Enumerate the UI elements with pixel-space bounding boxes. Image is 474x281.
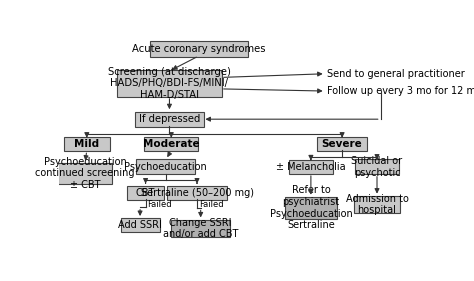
Text: Screening (at discharge)
HADS/PHQ/BDI-FS/MINI/
HAM-D/STAI: Screening (at discharge) HADS/PHQ/BDI-FS… bbox=[108, 67, 231, 100]
FancyBboxPatch shape bbox=[285, 197, 337, 219]
Text: If depressed: If depressed bbox=[139, 114, 200, 124]
FancyBboxPatch shape bbox=[120, 218, 160, 232]
Text: Send to general practitioner: Send to general practitioner bbox=[328, 69, 465, 79]
Text: Moderate: Moderate bbox=[143, 139, 200, 149]
Text: Refer to
psychiatrist
Psychoeducation
Sertraline: Refer to psychiatrist Psychoeducation Se… bbox=[270, 185, 352, 230]
Text: Follow up every 3 mo for 12 mo: Follow up every 3 mo for 12 mo bbox=[328, 86, 474, 96]
Text: Failed: Failed bbox=[147, 200, 172, 209]
FancyBboxPatch shape bbox=[355, 159, 399, 175]
FancyBboxPatch shape bbox=[289, 160, 333, 174]
FancyBboxPatch shape bbox=[145, 137, 198, 151]
Text: CBT: CBT bbox=[136, 188, 155, 198]
Text: Sertraline (50–200 mg): Sertraline (50–200 mg) bbox=[140, 188, 254, 198]
FancyBboxPatch shape bbox=[167, 186, 227, 200]
FancyBboxPatch shape bbox=[117, 71, 222, 97]
Text: Add SSRI: Add SSRI bbox=[118, 220, 162, 230]
Text: Psychoeducation
continued screening
± CBT: Psychoeducation continued screening ± CB… bbox=[35, 157, 135, 190]
FancyBboxPatch shape bbox=[58, 163, 112, 184]
FancyBboxPatch shape bbox=[317, 137, 367, 151]
Text: Change SSRI
and/or add CBT: Change SSRI and/or add CBT bbox=[163, 218, 238, 239]
Text: Failed: Failed bbox=[199, 200, 223, 209]
FancyBboxPatch shape bbox=[135, 112, 204, 127]
Text: Acute coronary syndromes: Acute coronary syndromes bbox=[132, 44, 265, 54]
Text: Psychoeducation: Psychoeducation bbox=[124, 162, 207, 172]
Text: Suicidal or
psychotic: Suicidal or psychotic bbox=[351, 156, 402, 178]
Text: Admission to
hospital: Admission to hospital bbox=[346, 194, 409, 216]
FancyBboxPatch shape bbox=[171, 220, 230, 237]
Text: ± Melancholia: ± Melancholia bbox=[276, 162, 346, 172]
FancyBboxPatch shape bbox=[354, 196, 400, 213]
Text: Severe: Severe bbox=[322, 139, 363, 149]
FancyBboxPatch shape bbox=[127, 186, 164, 200]
FancyBboxPatch shape bbox=[136, 159, 195, 175]
FancyBboxPatch shape bbox=[64, 137, 110, 151]
Text: Mild: Mild bbox=[74, 139, 100, 149]
FancyBboxPatch shape bbox=[150, 41, 248, 56]
